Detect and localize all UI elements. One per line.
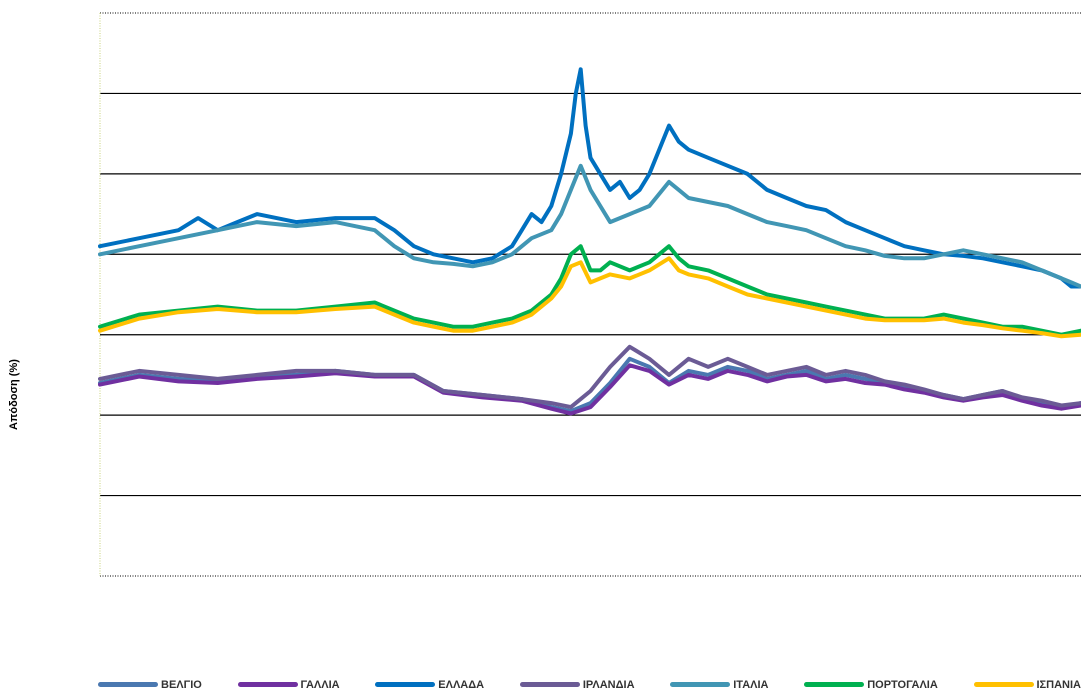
legend-item: ΓΑΛΛΙΑ [237, 678, 340, 691]
legend-swatch [804, 682, 865, 687]
legend-swatch [670, 682, 731, 687]
legend-label: ΕΛΛΑΔΑ [438, 678, 485, 691]
series-line [98, 163, 1081, 289]
legend-item: ΙΤΑΛΙΑ [670, 679, 768, 691]
legend-label: ΙΡΛΑΝΔΙΑ [582, 678, 635, 691]
legend-item: ΙΡΛΑΝΔΙΑ [519, 678, 635, 691]
legend-item: ΙΣΠΑΝΙΑ [973, 678, 1081, 691]
legend-swatch [973, 682, 1034, 687]
legend-swatch [98, 682, 158, 687]
series-line [98, 344, 1081, 410]
legend-swatch [375, 682, 436, 687]
legend-label: ΓΑΛΛΙΑ [300, 678, 340, 691]
series-line [98, 67, 1081, 289]
legend-label: ΒΕΛΓΙΟ [161, 678, 202, 691]
series-line [98, 356, 1081, 414]
series-line [98, 244, 1081, 337]
series-line [98, 256, 1081, 339]
legend-item: ΕΛΛΑΔΑ [375, 679, 484, 691]
legend: ΒΕΛΓΙΟ ΓΑΛΛΙΑ ΕΛΛΑΔΑ ΙΡΛΑΝΔΙΑ ΙΤΑΛΙΑ ΠΟΡΤΟΓΑΛ… [98, 676, 1081, 693]
legend-swatch [237, 682, 298, 687]
legend-item: ΒΕΛΓΙΟ [98, 679, 202, 691]
gridlines [99, 12, 1081, 577]
y-axis-label: Απόδοση (%) [8, 359, 20, 430]
legend-label: ΙΤΑΛΙΑ [733, 678, 769, 691]
series-lines [98, 67, 1081, 416]
legend-label: ΠΟΡΤΟΓΑΛΙΑ [867, 678, 938, 691]
legend-label: ΙΣΠΑΝΙΑ [1036, 678, 1081, 691]
legend-swatch [519, 682, 580, 687]
legend-item: ΠΟΡΤΟΓΑΛΙΑ [804, 679, 938, 691]
